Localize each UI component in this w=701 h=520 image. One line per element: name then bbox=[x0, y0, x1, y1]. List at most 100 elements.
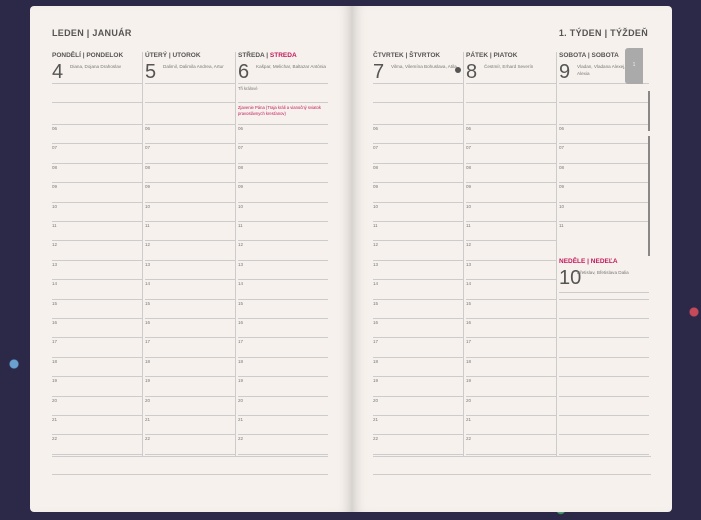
hour-line bbox=[52, 298, 142, 300]
day-header: PÁTEK | PIATOK bbox=[466, 52, 517, 60]
hour-label: 14 bbox=[52, 281, 58, 287]
hour-line bbox=[373, 201, 463, 203]
hour-label: 11 bbox=[373, 223, 378, 228]
hour-line bbox=[373, 415, 463, 416]
hour-label: 16 bbox=[238, 320, 244, 325]
hour-label: 18 bbox=[145, 358, 151, 364]
hour-label: 06 bbox=[145, 126, 151, 131]
hour-label: 07 bbox=[559, 145, 565, 151]
hour-line bbox=[466, 318, 556, 319]
hour-line bbox=[559, 356, 649, 358]
rule-line bbox=[238, 83, 328, 84]
hour-line bbox=[52, 415, 142, 416]
hour-label: 12 bbox=[466, 242, 472, 248]
hour-label: 12 bbox=[52, 242, 58, 248]
hour-label: 21 bbox=[52, 417, 58, 422]
hour-line bbox=[145, 182, 235, 184]
hour-label: 13 bbox=[52, 261, 58, 267]
holiday-note-sk: Zjavenie Pána (Traja králi a vianočný sv… bbox=[238, 105, 321, 116]
hour-label: 17 bbox=[373, 339, 379, 345]
day-number: 5 bbox=[145, 61, 157, 83]
right-page: 1. TÝDEN | TÝŽDEŇ ČTVRTEK | ŠTVRTOK 7 Vilm… bbox=[352, 6, 672, 512]
hour-line bbox=[238, 415, 328, 416]
rule-line bbox=[145, 83, 235, 84]
hour-line bbox=[466, 124, 556, 125]
hour-label: 19 bbox=[238, 378, 244, 384]
hour-label: 15 bbox=[466, 300, 472, 306]
hour-line bbox=[466, 240, 556, 242]
rule-line bbox=[373, 83, 463, 84]
hour-line bbox=[145, 240, 235, 242]
hour-line bbox=[559, 318, 649, 319]
hour-line bbox=[238, 201, 328, 203]
hour-label: 10 bbox=[466, 203, 472, 209]
hour-label: 11 bbox=[145, 223, 150, 228]
hour-label: 14 bbox=[238, 281, 244, 287]
hour-label: 09 bbox=[373, 184, 379, 190]
hour-line bbox=[238, 279, 328, 281]
day-name: ČTVRTEK | ŠTVRTOK bbox=[373, 52, 441, 59]
hour-line bbox=[238, 318, 328, 319]
rule-line bbox=[559, 83, 649, 84]
name-days: Čestmír, Erhard Severín bbox=[484, 64, 534, 69]
hour-line bbox=[466, 395, 556, 397]
bottom-rule bbox=[373, 474, 651, 475]
hour-line bbox=[373, 337, 463, 339]
hour-line bbox=[145, 143, 235, 145]
hour-line bbox=[52, 395, 142, 397]
rule-line bbox=[145, 102, 235, 103]
hour-label: 20 bbox=[373, 397, 379, 403]
hour-label: 10 bbox=[52, 203, 58, 209]
hour-label: 22 bbox=[145, 436, 151, 442]
hour-label: 07 bbox=[466, 145, 472, 151]
hour-line bbox=[238, 259, 328, 261]
hour-label: 07 bbox=[145, 145, 151, 151]
name-days: Dalimil, Dalimila Andrea, Artur bbox=[163, 64, 224, 69]
hour-label: 17 bbox=[466, 339, 472, 345]
hour-line bbox=[466, 376, 556, 378]
hour-label: 19 bbox=[52, 378, 58, 384]
column-divider bbox=[556, 52, 557, 456]
column-divider bbox=[142, 52, 143, 456]
hour-label: 11 bbox=[52, 223, 57, 228]
hour-line bbox=[145, 221, 235, 222]
rule-line bbox=[466, 83, 556, 84]
rule-line bbox=[145, 453, 235, 455]
holiday-note: Tři králové bbox=[238, 86, 258, 91]
day-header: NEDĚLE | NEDEĽA bbox=[559, 258, 618, 266]
week-tab[interactable]: 1 bbox=[625, 48, 643, 84]
hour-line bbox=[466, 201, 556, 203]
hour-label: 08 bbox=[52, 164, 58, 170]
hour-line bbox=[373, 259, 463, 261]
hour-label: 08 bbox=[373, 164, 379, 170]
hour-line bbox=[238, 221, 328, 222]
hour-line bbox=[238, 395, 328, 397]
hour-line bbox=[559, 298, 649, 300]
hour-label: 11 bbox=[466, 223, 471, 228]
name-days: Břetislav, Břetislava Dalia bbox=[577, 270, 629, 275]
hour-label: 08 bbox=[145, 164, 151, 170]
day-name: PÁTEK | PIATOK bbox=[466, 52, 518, 59]
day-name: PONDĚLÍ | PONDELOK bbox=[52, 52, 124, 59]
hour-line bbox=[145, 395, 235, 397]
hour-line bbox=[559, 434, 649, 436]
hour-label: 14 bbox=[145, 281, 151, 287]
hour-label: 15 bbox=[238, 300, 244, 306]
rule-line bbox=[466, 453, 556, 455]
hour-label: 22 bbox=[373, 436, 379, 442]
hour-line bbox=[52, 337, 142, 339]
hour-line bbox=[52, 124, 142, 125]
hour-line bbox=[52, 143, 142, 145]
hour-line bbox=[373, 376, 463, 378]
hour-line bbox=[145, 124, 235, 125]
hour-label: 16 bbox=[373, 320, 379, 325]
rule-line bbox=[466, 102, 556, 103]
hour-line bbox=[559, 143, 649, 145]
hour-line bbox=[373, 143, 463, 145]
hour-line bbox=[145, 318, 235, 319]
hour-label: 16 bbox=[52, 320, 58, 325]
hour-label: 06 bbox=[52, 126, 58, 131]
hour-label: 14 bbox=[373, 281, 379, 287]
hour-label: 22 bbox=[238, 436, 244, 442]
day-header: ÚTERÝ | UTOROK bbox=[145, 52, 201, 60]
